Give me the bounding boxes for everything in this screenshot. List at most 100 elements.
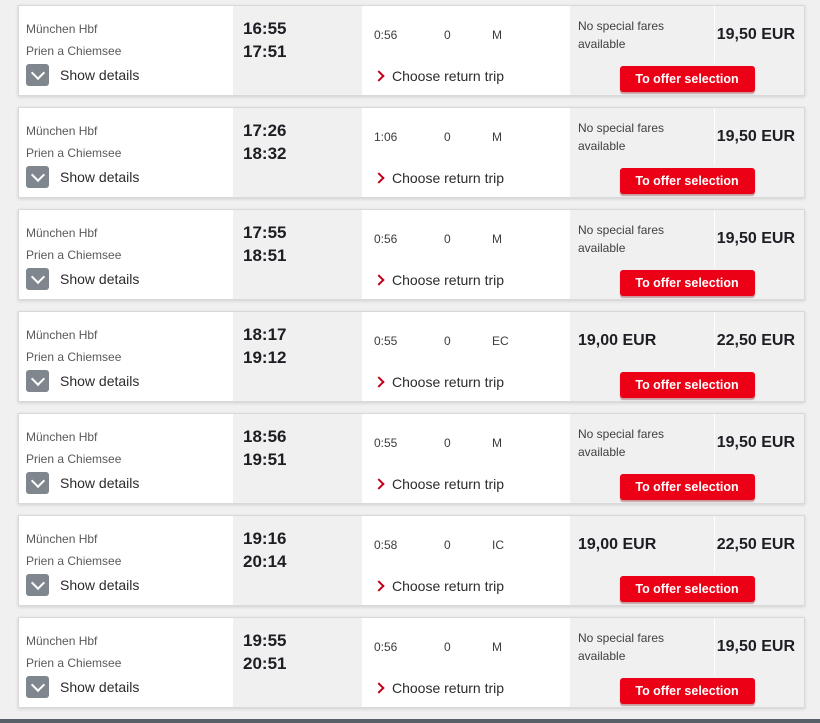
connection-row: München Hbf Prien a Chiemsee Show detail… <box>18 413 805 504</box>
departure-time: 16:55 <box>243 19 287 38</box>
station-names: München Hbf Prien a Chiemsee <box>26 222 227 266</box>
show-details-button[interactable] <box>26 64 49 86</box>
show-details-row: Show details <box>26 166 227 188</box>
arrival-time: 18:51 <box>243 246 287 265</box>
products-value: M <box>492 130 502 144</box>
show-details-button[interactable] <box>26 472 49 494</box>
arrival-time: 18:32 <box>243 144 287 163</box>
show-details-button[interactable] <box>26 370 49 392</box>
to-offer-selection-button[interactable]: To offer selection <box>619 372 755 398</box>
show-details-label[interactable]: Show details <box>60 271 140 287</box>
price-value: 19,50 EUR <box>716 25 795 43</box>
fare-price-cell: 19,50 EUR <box>714 108 804 165</box>
show-details-label[interactable]: Show details <box>60 577 140 593</box>
times-section: 17:26 18:32 <box>233 108 362 197</box>
chevron-right-icon <box>373 580 385 592</box>
fares-section: No special fares available 19,50 EUR To … <box>570 6 804 95</box>
show-details-button[interactable] <box>26 676 49 698</box>
to-offer-selection-button[interactable]: To offer selection <box>619 270 755 296</box>
choose-return-trip-link[interactable]: Choose return trip <box>373 578 570 594</box>
show-details-label[interactable]: Show details <box>60 67 140 83</box>
choose-return-trip-link[interactable]: Choose return trip <box>373 170 570 186</box>
arrival-time: 17:51 <box>243 42 287 61</box>
trip-info-section: 0:55 0 M Choose return trip <box>362 414 570 503</box>
choose-return-trip-label: Choose return trip <box>392 272 505 288</box>
chevron-right-icon <box>373 682 385 694</box>
show-details-button[interactable] <box>26 574 49 596</box>
changes-value: 0 <box>444 436 451 450</box>
to-offer-selection-button[interactable]: To offer selection <box>619 576 755 602</box>
station-names: München Hbf Prien a Chiemsee <box>26 18 227 62</box>
choose-return-trip-link[interactable]: Choose return trip <box>373 374 570 390</box>
stations-section: München Hbf Prien a Chiemsee Show detail… <box>19 108 233 197</box>
choose-return-trip-link[interactable]: Choose return trip <box>373 476 570 492</box>
stations-section: München Hbf Prien a Chiemsee Show detail… <box>19 414 233 503</box>
show-details-label[interactable]: Show details <box>60 169 140 185</box>
choose-return-trip-label: Choose return trip <box>392 170 505 186</box>
show-details-label[interactable]: Show details <box>60 373 140 389</box>
choose-return-trip-label: Choose return trip <box>392 476 505 492</box>
changes-value: 0 <box>444 334 451 348</box>
products-value: M <box>492 640 502 654</box>
stations-section: München Hbf Prien a Chiemsee Show detail… <box>19 210 233 299</box>
to-offer-selection-button[interactable]: To offer selection <box>619 66 755 92</box>
special-fare-text: No special fares available <box>578 426 665 459</box>
origin-station: München Hbf <box>26 634 98 648</box>
choose-return-trip-label: Choose return trip <box>392 578 505 594</box>
changes-value: 0 <box>444 538 451 552</box>
fare-left-cell: No special fares available <box>570 425 714 461</box>
station-names: München Hbf Prien a Chiemsee <box>26 324 227 368</box>
destination-station: Prien a Chiemsee <box>26 248 122 262</box>
choose-return-trip-link[interactable]: Choose return trip <box>373 680 570 696</box>
chevron-right-icon <box>373 376 385 388</box>
choose-return-trip-link[interactable]: Choose return trip <box>373 68 570 84</box>
times-section: 19:16 20:14 <box>233 516 362 605</box>
show-details-label[interactable]: Show details <box>60 475 140 491</box>
fare-info-row: No special fares available 19,50 EUR <box>570 618 804 675</box>
to-offer-selection-button[interactable]: To offer selection <box>619 474 755 500</box>
chevron-right-icon <box>373 172 385 184</box>
special-fare-text: No special fares available <box>578 120 665 153</box>
fares-section: No special fares available 19,50 EUR To … <box>570 414 804 503</box>
trip-info-section: 0:56 0 M Choose return trip <box>362 210 570 299</box>
station-names: München Hbf Prien a Chiemsee <box>26 630 227 674</box>
destination-station: Prien a Chiemsee <box>26 452 122 466</box>
special-fare-text: 19,00 EUR <box>578 535 657 553</box>
fares-section: No special fares available 19,50 EUR To … <box>570 108 804 197</box>
stations-section: München Hbf Prien a Chiemsee Show detail… <box>19 6 233 95</box>
products-value: EC <box>492 334 509 348</box>
arrival-time: 19:12 <box>243 348 287 367</box>
chevron-down-icon <box>30 167 45 183</box>
show-details-label[interactable]: Show details <box>60 679 140 695</box>
duration-value: 1:06 <box>374 130 398 144</box>
origin-station: München Hbf <box>26 532 98 546</box>
departure-time: 17:26 <box>243 121 287 140</box>
fare-info-row: No special fares available 19,50 EUR <box>570 414 804 471</box>
price-value: 19,50 EUR <box>716 127 795 145</box>
special-fare-text: 19,00 EUR <box>578 331 657 349</box>
departure-time: 18:17 <box>243 325 287 344</box>
changes-value: 0 <box>444 130 451 144</box>
show-details-row: Show details <box>26 370 227 392</box>
times-section: 16:55 17:51 <box>233 6 362 95</box>
arrival-time: 20:51 <box>243 654 287 673</box>
to-offer-selection-button[interactable]: To offer selection <box>619 678 755 704</box>
changes-value: 0 <box>444 28 451 42</box>
trip-metrics: 0:56 0 M <box>374 232 570 246</box>
to-offer-selection-button[interactable]: To offer selection <box>619 168 755 194</box>
chevron-down-icon <box>30 677 45 693</box>
times-section: 18:17 19:12 <box>233 312 362 401</box>
trip-info-section: 0:56 0 M Choose return trip <box>362 6 570 95</box>
products-value: IC <box>492 538 504 552</box>
times-section: 17:55 18:51 <box>233 210 362 299</box>
chevron-right-icon <box>373 478 385 490</box>
fare-left-cell: No special fares available <box>570 629 714 665</box>
products-value: M <box>492 436 502 450</box>
show-details-button[interactable] <box>26 268 49 290</box>
price-value: 19,50 EUR <box>716 229 795 247</box>
choose-return-trip-link[interactable]: Choose return trip <box>373 272 570 288</box>
fare-price-cell: 19,50 EUR <box>714 414 804 471</box>
show-details-button[interactable] <box>26 166 49 188</box>
connection-results-list: München Hbf Prien a Chiemsee Show detail… <box>18 5 805 708</box>
fares-section: 19,00 EUR 22,50 EUR To offer selection <box>570 516 804 605</box>
